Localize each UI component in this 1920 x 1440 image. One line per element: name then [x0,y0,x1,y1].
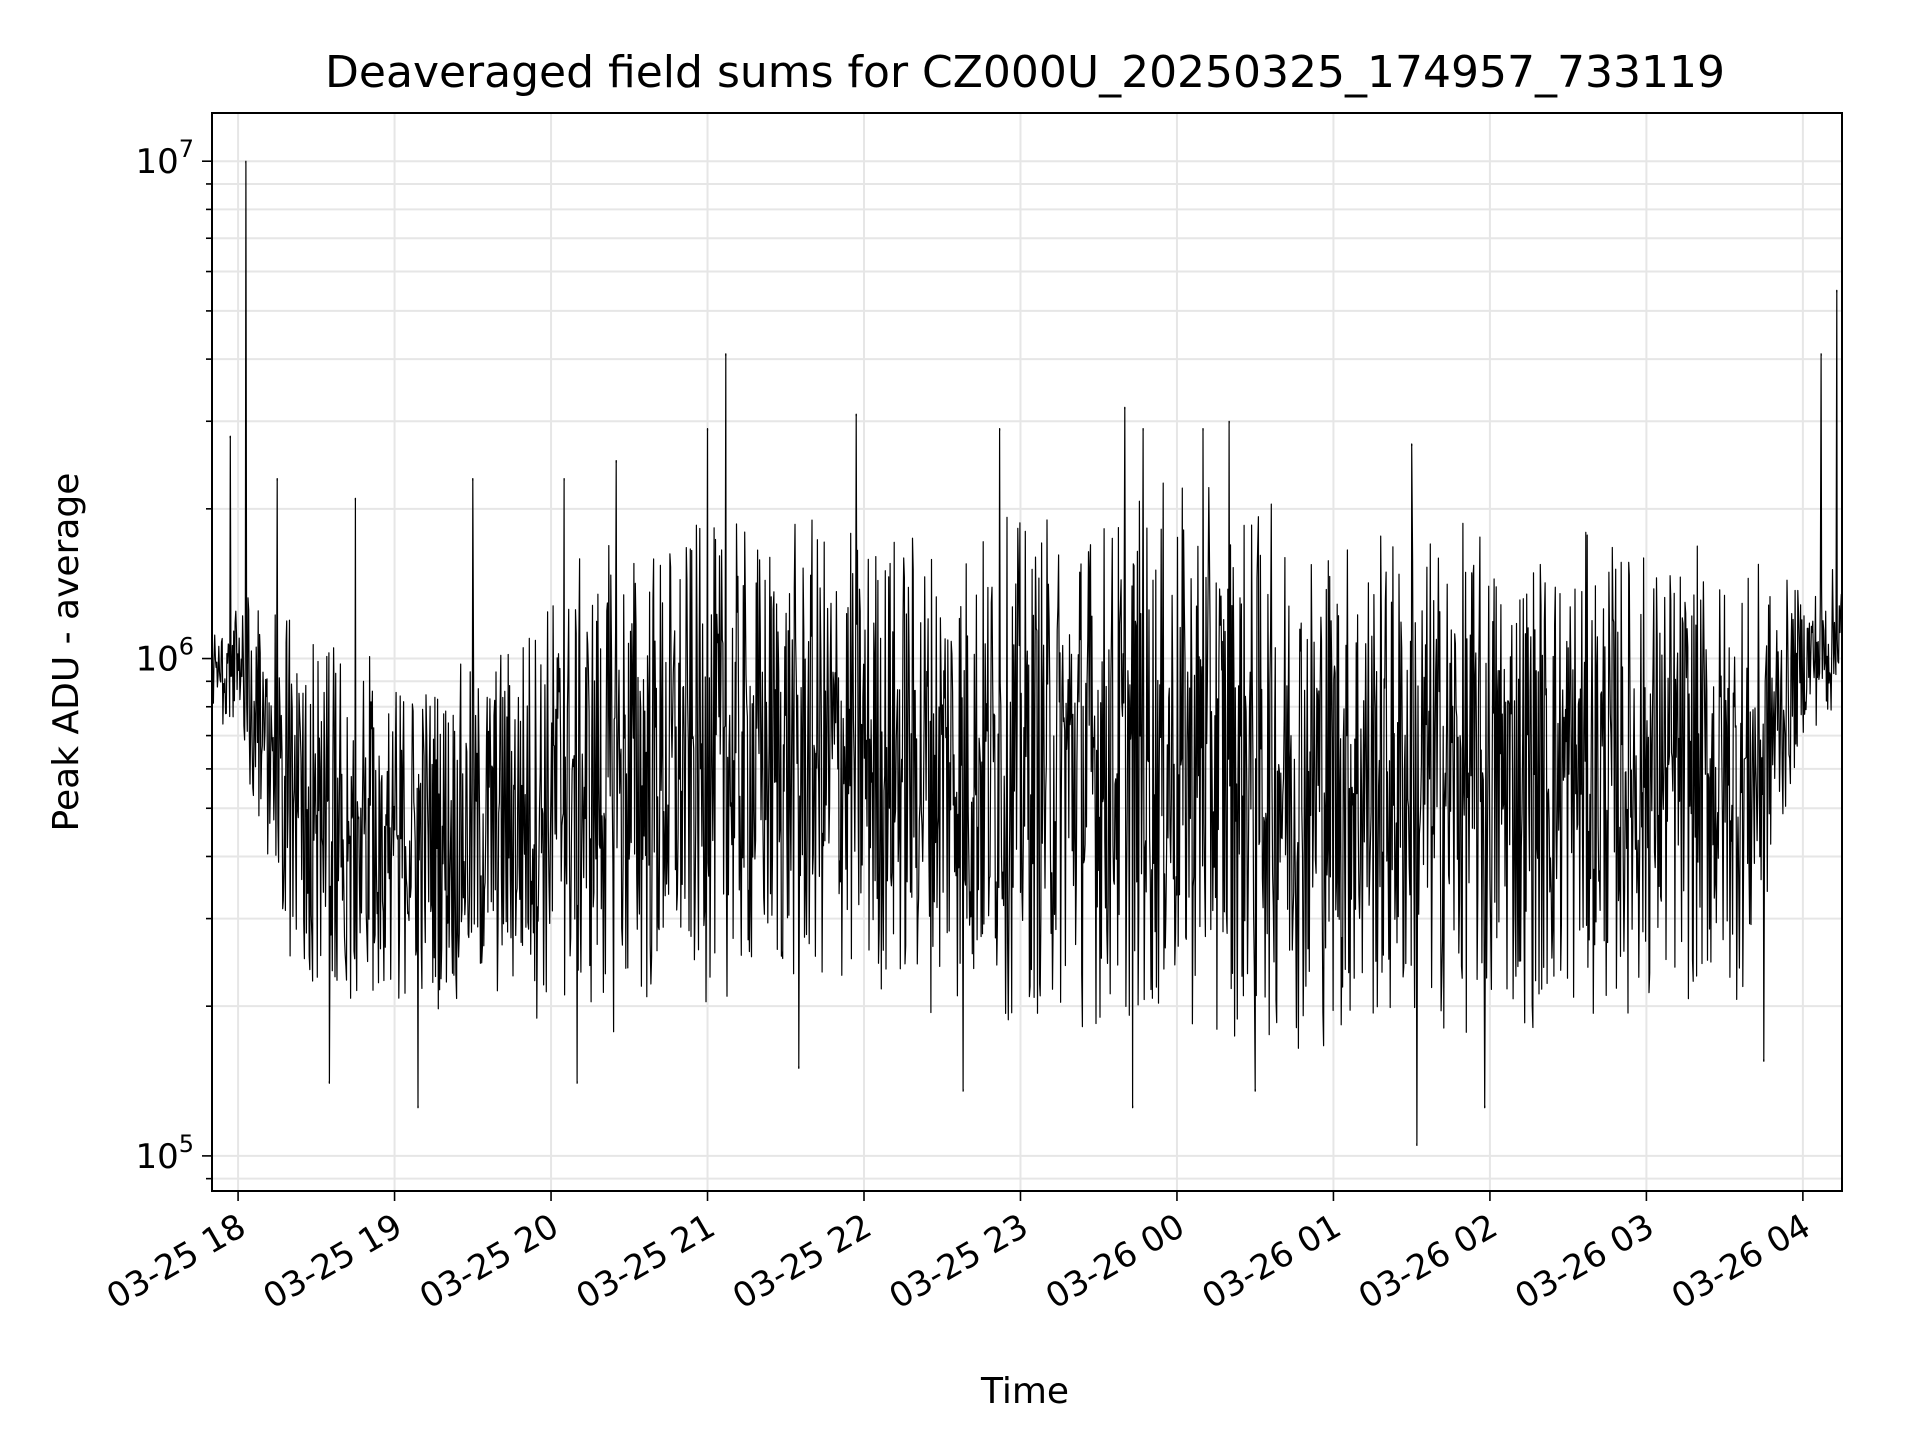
series-line [211,160,1843,1146]
chart-title: Deaveraged field sums for CZ000U_2025032… [325,47,1725,98]
plot-frame [211,112,1843,1192]
data-layer [211,160,1843,1146]
y-axis: 105 106 107 [135,135,212,1180]
y-axis-title: Peak ADU - average [46,473,87,832]
y-tick-label: 107 [135,135,194,182]
x-axis-title: Time [980,1371,1069,1412]
y-tick-label: 106 [135,633,194,680]
y-tick-label: 105 [135,1130,194,1177]
